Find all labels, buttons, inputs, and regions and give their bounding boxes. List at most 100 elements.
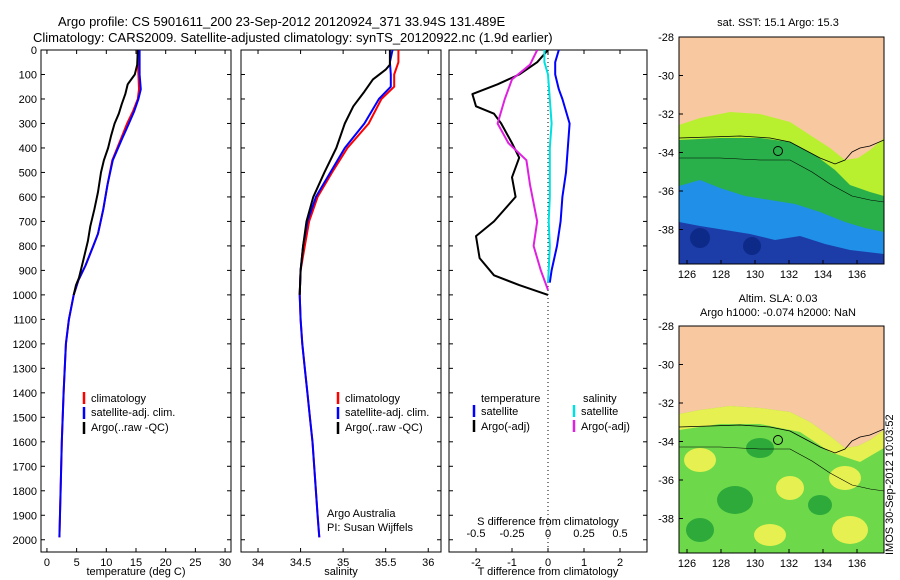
s-diff-tick-label: 0.5: [612, 528, 627, 540]
legend-label-argo: Argo(..raw -QC): [91, 422, 169, 434]
s-diff-tick-label: -0.5: [467, 528, 486, 540]
x-tick-label: -2: [471, 557, 481, 569]
sla-eddy: [808, 495, 832, 515]
sst-coastline: [679, 135, 884, 165]
credit-line1: Argo Australia: [327, 508, 396, 520]
s-diff-tick-label: -0.25: [499, 528, 524, 540]
timestamp: IMOS 30-Sep-2012 10:03:52: [884, 414, 896, 555]
depth-tick-label: 1900: [13, 510, 37, 522]
sst-map-ticks: 126 128 130 132 134 136 -28 -30 -32 -34 -36 -38: [658, 32, 866, 281]
temperature-plot-frame: [40, 49, 232, 553]
depth-tick-label: 1600: [13, 437, 37, 449]
depth-tick-label: 1800: [13, 486, 37, 498]
x-tick-label: -1: [507, 557, 517, 569]
salinity-axis-label: salinity: [324, 566, 358, 578]
temperature-profile-series: [58, 50, 142, 538]
sst-map: [679, 37, 884, 264]
depth-tick-label: 1700: [13, 461, 37, 473]
x-tick-label: 20: [160, 557, 172, 569]
map-lat-tick-label: -30: [658, 360, 674, 372]
depth-tick-label: 300: [19, 118, 37, 130]
sla-eddy: [832, 516, 868, 544]
depth-tick-label: 1300: [13, 363, 37, 375]
map-lon-tick-label: 130: [746, 269, 764, 281]
sla-eddy: [754, 524, 786, 546]
map-lon-tick-label: 132: [780, 269, 798, 281]
difference-panel-depth-ticks: [449, 49, 647, 541]
depth-tick-label: 100: [19, 69, 37, 81]
depth-tick-label: 900: [19, 265, 37, 277]
legend-label-t-argo: Argo(-adj): [481, 421, 530, 433]
x-tick-label: 10: [100, 557, 112, 569]
temperature-axis-label: temperature (deg C): [86, 566, 185, 578]
map-lon-tick-label: 128: [712, 269, 730, 281]
sst-cold-patch: [743, 237, 761, 255]
map-lat-tick-label: -36: [658, 475, 674, 487]
credit-line2: PI: Susan Wijffels: [327, 522, 413, 534]
map-lat-tick-label: -38: [658, 225, 674, 237]
map-lon-tick-label: 134: [814, 558, 832, 570]
argo-float-marker: [773, 435, 783, 445]
map-lon-tick-label: 128: [712, 558, 730, 570]
series-line-argo-raw-qc: [298, 50, 391, 295]
depth-axis-ticks: 0 100 200 300 400 500 600 700 800 900 1000 1100 1200…: [13, 45, 231, 547]
map-lon-tick-label: 130: [746, 558, 764, 570]
s-diff-tick-label: 0.25: [573, 528, 594, 540]
sla-eddy: [746, 438, 774, 458]
depth-tick-label: 1200: [13, 339, 37, 351]
sst-map-frame: [678, 36, 885, 265]
legend-header-salinity: salinity: [583, 393, 617, 405]
salinity-panel-depth-ticks: [241, 49, 441, 541]
depth-tick-label: 800: [19, 241, 37, 253]
depth-tick-label: 1000: [13, 290, 37, 302]
sla-eddy: [776, 476, 804, 500]
legend-label-t-satellite: satellite: [481, 406, 518, 418]
x-tick-label: 0: [545, 557, 551, 569]
map-lat-tick-label: -28: [658, 321, 674, 333]
legend-label-s-satellite: satellite: [581, 406, 618, 418]
salinity-legend: climatology satellite-adj. clim. Argo(..…: [336, 392, 429, 434]
map-lon-tick-label: 136: [848, 558, 866, 570]
legend-label-climatology: climatology: [345, 393, 401, 405]
x-tick-label: 1: [581, 557, 587, 569]
map-lon-tick-label: 126: [678, 269, 696, 281]
series-line-satellite-adj-clim: [58, 50, 142, 538]
temperature-legend: climatology satellite-adj. clim. Argo(..…: [82, 392, 175, 434]
x-tick-label: 15: [130, 557, 142, 569]
sst-warm-patch: [852, 192, 868, 208]
sst-map-title: sat. SST: 15.1 Argo: 15.3: [717, 17, 839, 29]
sla-map-title-line2: Argo h1000: -0.074 h2000: NaN: [700, 307, 856, 319]
sla-map-title-line1: Altim. SLA: 0.03: [739, 293, 818, 305]
series-line-argo-raw-qc: [72, 50, 139, 296]
sla-map-frame: [678, 325, 885, 554]
legend-label-satellite-adj: satellite-adj. clim.: [345, 407, 429, 419]
map-lat-tick-label: -34: [658, 148, 674, 160]
x-tick-label: 0: [44, 557, 50, 569]
depth-tick-label: 500: [19, 167, 37, 179]
legend-label-climatology: climatology: [91, 393, 147, 405]
depth-tick-label: 1400: [13, 388, 37, 400]
sla-coastline: [679, 424, 884, 454]
map-lat-tick-label: -30: [658, 71, 674, 83]
sst-cold-patch: [690, 228, 710, 248]
figure-title-line1: Argo profile: CS 5901611_200 23-Sep-2012…: [58, 14, 506, 29]
depth-tick-label: 400: [19, 143, 37, 155]
sla-high-band: [679, 406, 884, 462]
salinity-axis-ticks: 34 34.5 35 35.5 36: [252, 50, 434, 569]
temperature-axis-ticks: 0 5 10 15 20 25 30: [44, 50, 231, 569]
map-lon-tick-label: 136: [848, 269, 866, 281]
depth-tick-label: 700: [19, 216, 37, 228]
legend-label-argo: Argo(..raw -QC): [345, 422, 423, 434]
sla-map: [679, 326, 884, 553]
depth-tick-label: 2000: [13, 535, 37, 547]
x-tick-label: 34.5: [290, 557, 311, 569]
s-difference-axis-label: S difference from climatology: [477, 516, 619, 528]
sla-eddy: [684, 448, 716, 472]
salinity-profile-series: [298, 50, 400, 538]
x-tick-label: 35.5: [375, 557, 396, 569]
depth-tick-label: 0: [31, 45, 37, 57]
sla-shelf-contour: [679, 446, 884, 492]
t-difference-axis-label: T difference from climatology: [478, 566, 619, 578]
